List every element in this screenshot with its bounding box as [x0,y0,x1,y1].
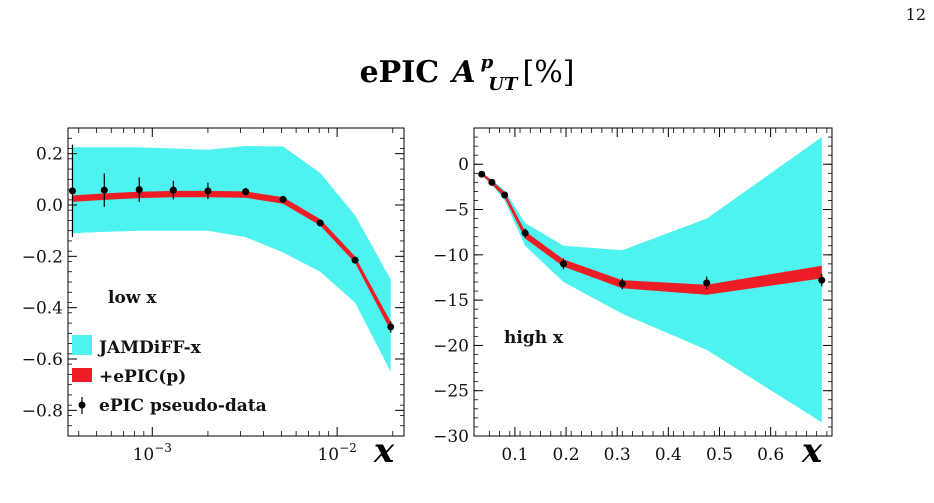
y-tick-label-low: −0.4 [22,299,63,319]
y-tick-label-high: 0 [458,155,469,175]
x-tick-label-low: 10−2 [317,441,356,465]
jamdiff-band-low [72,146,391,372]
pseudo-data-point-low [351,256,359,264]
x-tick-label-high: 0.2 [553,445,580,465]
figure-title-main: ePIC [360,55,440,90]
pseudo-data-point-low [204,187,212,195]
pseudo-data-point-high [560,260,567,268]
figure-title-symbol: A [449,55,475,90]
pseudo-data-point-low [242,188,250,196]
legend-swatch-jamdiff [72,335,92,355]
y-tick-label-high: −30 [433,427,469,447]
y-tick-label-high: −15 [433,291,469,311]
panel-annotation-low: low x [108,288,157,308]
pseudo-data-point-low [100,186,108,194]
x-tick-label-high: 0.1 [501,445,528,465]
x-tick-label-base-low: 10 [317,445,339,465]
y-tick-label-low: −0.2 [22,247,63,267]
pseudo-data-point-high [618,280,626,288]
pseudo-data-point-low [68,187,76,195]
pseudo-data-point-low [135,186,143,194]
pseudo-data-point-high [501,191,509,199]
pseudo-data-point-high [521,229,529,237]
plot-area-high [478,137,826,423]
x-tick-label-high: 0.4 [655,445,682,465]
x-tick-label-high: 0.3 [604,445,631,465]
legend-label-data: ePIC pseudo-data [99,396,267,416]
x-tick-label-base-low: 10 [133,445,155,465]
figure-title-superscript: p [481,52,494,73]
y-tick-label-high: −20 [433,336,469,356]
x-tick-label-high: 0.6 [757,445,784,465]
legend-swatch-epic [72,368,92,382]
x-tick-label-exponent-low: −3 [154,441,172,455]
x-axis-label-high: x [801,431,823,471]
pseudo-data-point-high [818,276,826,284]
legend-marker-data [78,401,86,409]
x-tick-label-high: 0.5 [706,445,733,465]
y-tick-label-low: 0.2 [36,145,63,165]
y-tick-label-high: −25 [433,382,469,402]
legend-label-jamdiff: JAMDiFF-x [97,338,202,358]
pseudo-data-point-high [488,178,496,186]
x-tick-label-low: 10−3 [133,441,172,465]
y-tick-label-low: −0.6 [22,350,63,370]
jamdiff-band-high [481,137,822,423]
page-number: 12 [906,5,926,24]
pseudo-data-point-low [279,195,287,203]
x-axis-label-low: x [373,431,395,471]
x-tick-label-exponent-low: −2 [339,441,357,455]
pseudo-data-point-high [703,279,711,287]
figure-title-subscript: UT [488,74,519,95]
chart-legend: JAMDiFF-x +ePIC(p) ePIC pseudo-data [72,335,267,416]
pseudo-data-point-low [387,323,395,331]
y-tick-label-low: −0.8 [22,401,63,421]
pseudo-data-point-low [316,219,324,227]
y-tick-label-high: −10 [433,246,469,266]
figure-title: ePIC A p UT [%] [360,52,575,95]
y-tick-label-low: 0.0 [36,196,63,216]
chart-panel-high-x: 0 −5 −10 −15 −20 −25 −30 0.1 0.2 0.3 0.4 0.5 0.6 high… [433,127,833,471]
plot-area-low [68,144,395,372]
figure-title-unit: [%] [522,55,574,90]
panel-annotation-high: high x [504,328,564,348]
pseudo-data-point-low [169,186,177,194]
y-tick-label-high: −5 [444,201,469,221]
pseudo-data-point-high [478,170,486,178]
legend-label-epic: +ePIC(p) [99,367,186,387]
